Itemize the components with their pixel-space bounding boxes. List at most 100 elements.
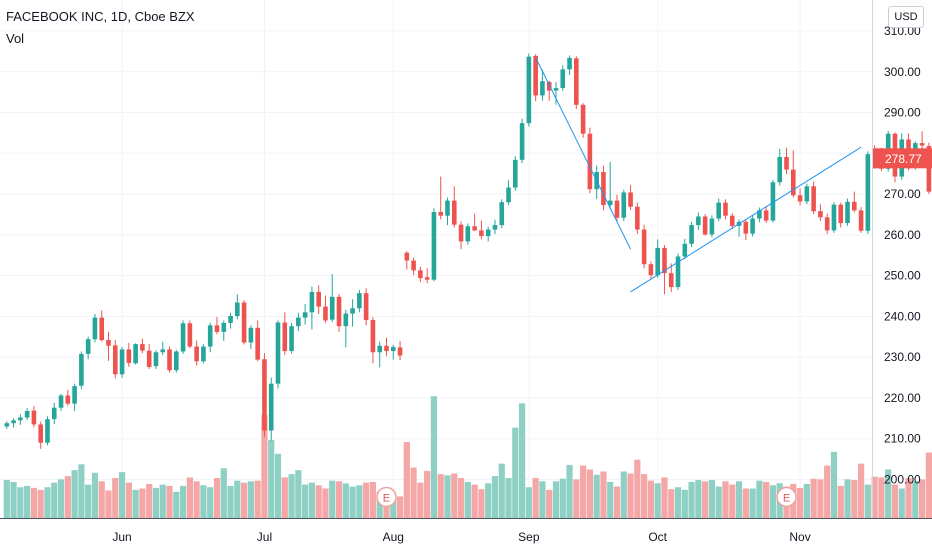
candle[interactable] [723, 199, 728, 219]
candle[interactable] [316, 285, 321, 314]
candle[interactable] [777, 149, 782, 186]
candle[interactable] [750, 215, 755, 236]
candle[interactable] [11, 418, 16, 427]
candle[interactable] [411, 258, 416, 276]
candle[interactable] [432, 208, 437, 281]
candle[interactable] [32, 406, 37, 427]
candle[interactable] [798, 188, 803, 205]
candle[interactable] [479, 221, 484, 240]
candle[interactable] [208, 323, 213, 353]
candle[interactable] [5, 421, 10, 429]
candle[interactable] [764, 206, 769, 223]
candle[interactable] [106, 332, 111, 361]
candle[interactable] [859, 207, 864, 233]
candle[interactable] [581, 103, 586, 138]
candle[interactable] [174, 350, 179, 373]
candle[interactable] [466, 223, 471, 244]
candle[interactable] [188, 320, 193, 348]
candle[interactable] [452, 186, 457, 227]
currency-button[interactable]: USD [888, 6, 924, 28]
candle[interactable] [832, 202, 837, 233]
candle[interactable] [160, 342, 165, 355]
candle[interactable] [140, 339, 145, 353]
candle[interactable] [72, 384, 77, 411]
candle[interactable] [601, 166, 606, 211]
candle[interactable] [194, 340, 199, 365]
candle[interactable] [18, 414, 23, 425]
candle[interactable] [364, 288, 369, 325]
candle[interactable] [25, 408, 30, 420]
candle[interactable] [683, 239, 688, 259]
candle[interactable] [520, 119, 525, 163]
candle[interactable] [486, 227, 491, 242]
candle[interactable] [323, 296, 328, 323]
candle[interactable] [99, 310, 104, 341]
candle[interactable] [45, 416, 50, 445]
candle[interactable] [608, 162, 613, 210]
candle[interactable] [472, 214, 477, 232]
candle[interactable] [52, 403, 57, 424]
candle[interactable] [418, 267, 423, 282]
candle[interactable] [296, 313, 301, 331]
candle[interactable] [242, 300, 247, 344]
candle[interactable] [635, 203, 640, 234]
candle[interactable] [215, 317, 220, 335]
candle[interactable] [499, 199, 504, 228]
candle[interactable] [805, 183, 810, 204]
candle[interactable] [289, 323, 294, 354]
candle[interactable] [86, 337, 91, 359]
candle[interactable] [852, 192, 857, 213]
candle[interactable] [716, 199, 721, 222]
trendlines[interactable] [536, 58, 861, 292]
candle[interactable] [737, 219, 742, 237]
candle[interactable] [689, 222, 694, 247]
candle[interactable] [59, 394, 64, 411]
candle[interactable] [825, 214, 830, 234]
candle[interactable] [527, 53, 532, 126]
candle[interactable] [696, 212, 701, 230]
candle[interactable] [818, 204, 823, 221]
candle[interactable] [133, 343, 138, 364]
candle[interactable] [276, 320, 281, 388]
candle[interactable] [560, 65, 565, 91]
candle[interactable] [120, 347, 125, 378]
candle[interactable] [201, 344, 206, 363]
candle[interactable] [384, 338, 389, 357]
candle[interactable] [621, 190, 626, 221]
earnings-marker[interactable]: E [377, 488, 396, 507]
candle[interactable] [249, 325, 254, 349]
candle[interactable] [181, 320, 186, 353]
candle[interactable] [303, 304, 308, 324]
candle[interactable] [350, 299, 355, 326]
candle[interactable] [377, 342, 382, 368]
candle[interactable] [744, 219, 749, 240]
candle[interactable] [845, 199, 850, 226]
candle[interactable] [330, 274, 335, 322]
candle[interactable] [588, 128, 593, 194]
candle[interactable] [547, 81, 552, 101]
candle[interactable] [147, 344, 152, 369]
candle[interactable] [127, 343, 132, 367]
candle[interactable] [269, 378, 274, 441]
candle[interactable] [282, 312, 287, 355]
candle[interactable] [405, 251, 410, 269]
candle[interactable] [703, 214, 708, 236]
candle[interactable] [337, 294, 342, 332]
candle[interactable] [255, 320, 260, 361]
candle[interactable] [628, 185, 633, 210]
candle[interactable] [357, 290, 362, 312]
candle[interactable] [310, 287, 315, 330]
candle[interactable] [642, 225, 647, 269]
candle[interactable] [784, 148, 789, 175]
candle[interactable] [235, 294, 240, 319]
candle[interactable] [866, 151, 871, 234]
candle[interactable] [506, 180, 511, 205]
candle[interactable] [167, 347, 172, 373]
candle[interactable] [93, 314, 98, 343]
candle[interactable] [66, 390, 71, 406]
candle[interactable] [154, 350, 159, 369]
candle[interactable] [710, 215, 715, 237]
earnings-marker[interactable]: E [777, 488, 796, 507]
candle[interactable] [438, 177, 443, 220]
